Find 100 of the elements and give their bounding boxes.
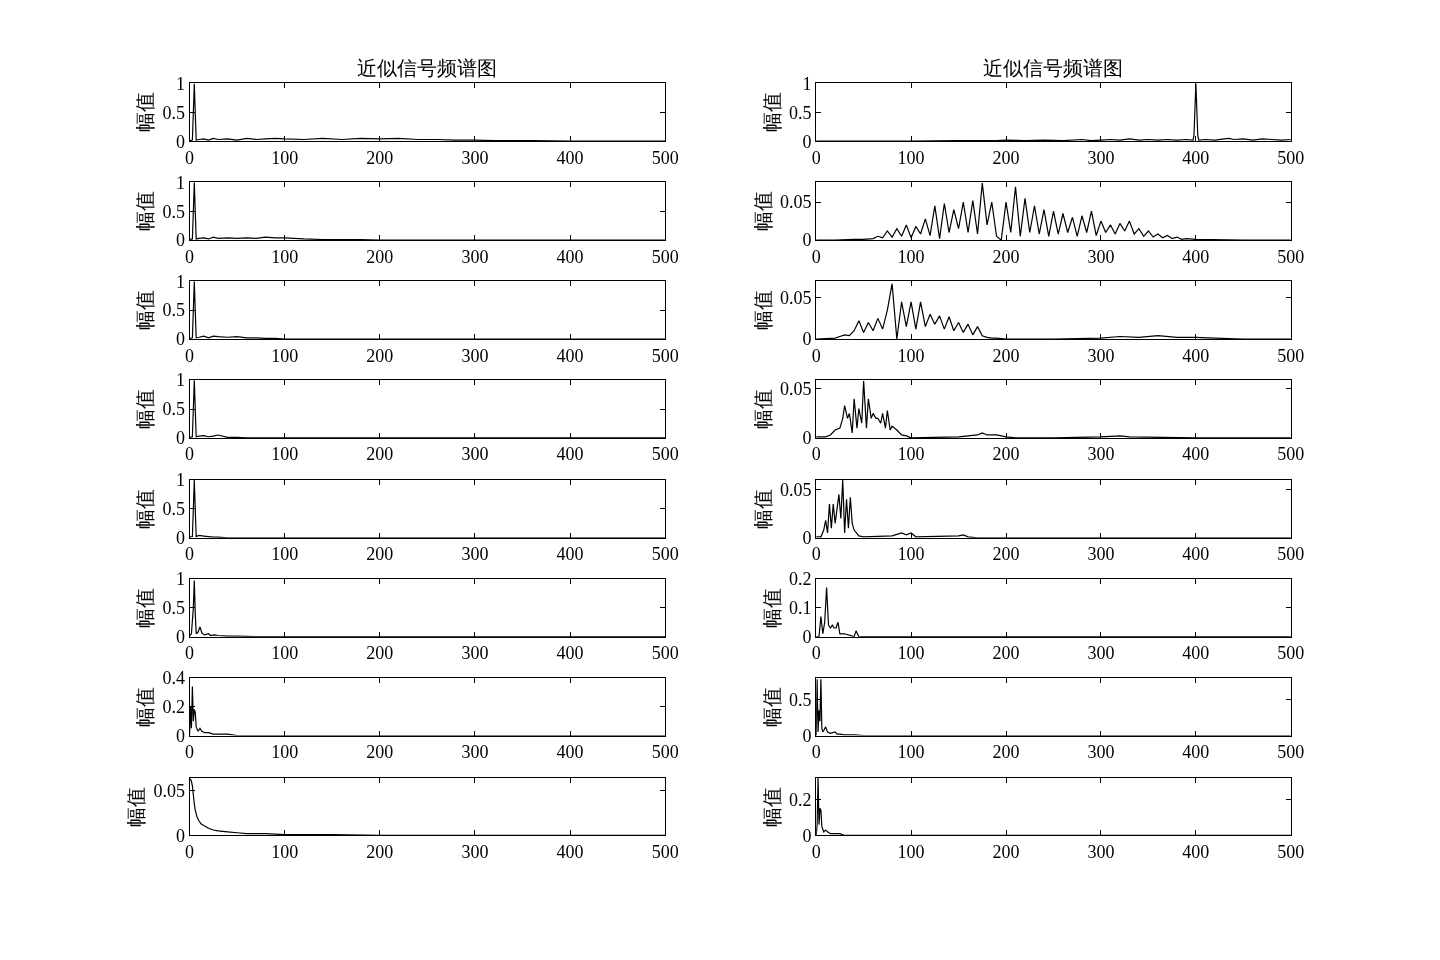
y-tick-label: 0.5 (789, 102, 812, 123)
y-axis-title: 幅值 (760, 587, 783, 628)
x-tick-label: 300 (1087, 742, 1115, 763)
y-tick-label: 0 (175, 329, 185, 350)
y-tick-label: 1 (175, 271, 185, 292)
x-tick-label: 400 (556, 842, 584, 863)
y-tick-label: 0 (175, 131, 185, 152)
y-axis-title: 幅值 (760, 786, 783, 827)
y-tick-label: 0.05 (780, 479, 812, 500)
x-tick-label: 500 (1277, 643, 1305, 664)
x-tick-label: 300 (461, 643, 489, 664)
x-tick-label: 200 (366, 742, 394, 763)
x-tick-label: 200 (366, 345, 394, 366)
x-tick-label: 400 (1182, 246, 1210, 267)
y-tick-label: 0 (802, 825, 812, 846)
x-tick-label: 300 (1087, 643, 1115, 664)
y-tick-label: 0 (802, 528, 812, 549)
y-axis-title: 幅值 (133, 290, 156, 331)
y-axis-title: 幅值 (760, 92, 783, 133)
x-tick-label: 300 (461, 444, 489, 465)
x-tick-label: 300 (461, 742, 489, 763)
y-axis-title: 幅值 (751, 290, 774, 331)
chart-title: 近似信号频谱图 (357, 57, 497, 79)
x-tick-label: 300 (461, 345, 489, 366)
x-tick-label: 300 (1087, 345, 1115, 366)
y-tick-label: 0.5 (162, 499, 185, 520)
x-tick-label: 100 (897, 742, 925, 763)
y-tick-label: 0.5 (162, 598, 185, 619)
y-axis-title: 幅值 (124, 786, 147, 827)
y-tick-label: 0 (175, 428, 185, 449)
y-tick-label: 1 (175, 470, 185, 491)
x-tick-label: 500 (651, 544, 679, 565)
x-tick-label: 100 (271, 444, 299, 465)
y-tick-label: 0 (802, 329, 812, 350)
y-tick-label: 0 (175, 626, 185, 647)
x-tick-label: 200 (366, 246, 394, 267)
x-tick-label: 500 (651, 345, 679, 366)
y-axis-title: 幅值 (751, 191, 774, 232)
y-axis-title: 幅值 (133, 587, 156, 628)
y-tick-label: 0.5 (162, 201, 185, 222)
x-tick-label: 100 (897, 246, 925, 267)
y-tick-label: 0 (175, 825, 185, 846)
x-tick-label: 300 (1087, 444, 1115, 465)
x-tick-label: 500 (1277, 742, 1305, 763)
x-tick-label: 300 (461, 246, 489, 267)
x-tick-label: 100 (271, 246, 299, 267)
y-axis-title: 幅值 (133, 92, 156, 133)
y-tick-label: 1 (175, 73, 185, 94)
y-tick-label: 0.5 (789, 689, 812, 710)
x-tick-label: 300 (1087, 842, 1115, 863)
x-tick-label: 200 (366, 444, 394, 465)
x-tick-label: 400 (556, 147, 584, 168)
x-tick-label: 100 (897, 147, 925, 168)
y-tick-label: 1 (802, 73, 812, 94)
x-tick-label: 400 (556, 345, 584, 366)
y-axis-title: 幅值 (751, 488, 774, 529)
x-tick-label: 200 (366, 643, 394, 664)
x-tick-label: 200 (992, 842, 1020, 863)
x-tick-label: 400 (556, 246, 584, 267)
x-tick-label: 100 (271, 643, 299, 664)
y-axis-title: 幅值 (133, 686, 156, 727)
y-axis-title: 幅值 (133, 389, 156, 430)
y-tick-label: 0.05 (780, 379, 812, 400)
x-tick-label: 500 (1277, 842, 1305, 863)
x-tick-label: 200 (992, 444, 1020, 465)
x-tick-label: 500 (651, 742, 679, 763)
y-axis-title: 幅值 (133, 191, 156, 232)
x-tick-label: 100 (271, 742, 299, 763)
x-tick-label: 500 (651, 444, 679, 465)
x-tick-label: 400 (1182, 444, 1210, 465)
x-tick-label: 500 (651, 147, 679, 168)
x-tick-label: 300 (1087, 544, 1115, 565)
x-tick-label: 200 (992, 345, 1020, 366)
y-tick-label: 0.5 (162, 102, 185, 123)
x-tick-label: 100 (271, 147, 299, 168)
x-tick-label: 400 (1182, 643, 1210, 664)
x-tick-label: 300 (461, 147, 489, 168)
y-tick-label: 0 (175, 725, 185, 746)
y-tick-label: 0.05 (153, 780, 185, 801)
y-axis-title: 幅值 (133, 488, 156, 529)
y-tick-label: 0 (802, 626, 812, 647)
y-tick-label: 0.2 (162, 696, 185, 717)
x-tick-label: 500 (1277, 444, 1305, 465)
x-tick-label: 200 (366, 544, 394, 565)
x-tick-label: 100 (271, 842, 299, 863)
x-tick-label: 300 (461, 544, 489, 565)
x-tick-label: 100 (897, 345, 925, 366)
x-tick-label: 400 (556, 444, 584, 465)
x-tick-label: 300 (461, 842, 489, 863)
x-tick-label: 500 (1277, 544, 1305, 565)
y-axis-title: 幅值 (760, 686, 783, 727)
x-tick-label: 100 (897, 842, 925, 863)
y-tick-label: 0.4 (162, 668, 185, 689)
x-tick-label: 500 (1277, 246, 1305, 267)
x-tick-label: 200 (992, 147, 1020, 168)
x-tick-label: 100 (897, 544, 925, 565)
x-tick-label: 500 (1277, 345, 1305, 366)
x-tick-label: 100 (897, 444, 925, 465)
y-tick-label: 1 (175, 569, 185, 590)
x-tick-label: 200 (992, 544, 1020, 565)
